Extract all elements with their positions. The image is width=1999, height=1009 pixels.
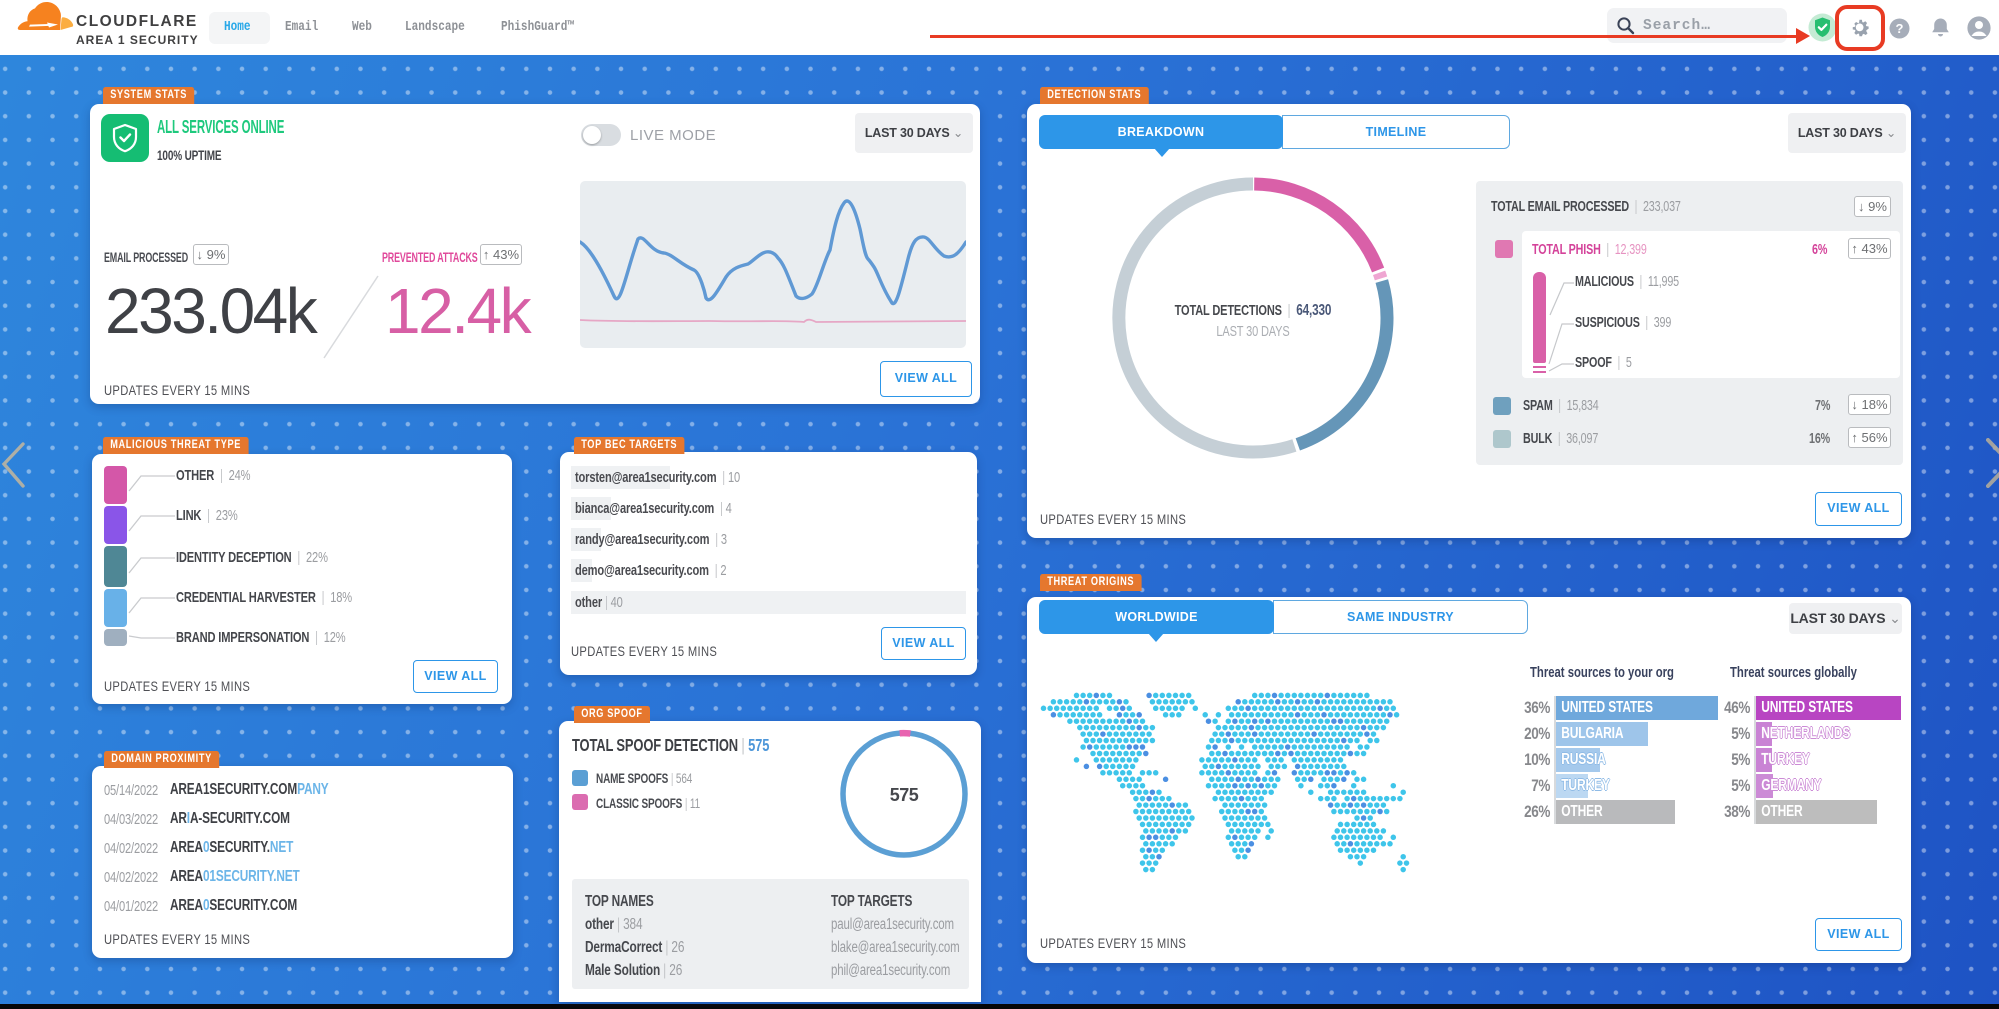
svg-text:575: 575 — [890, 785, 919, 805]
svg-text:?: ? — [1896, 21, 1904, 36]
